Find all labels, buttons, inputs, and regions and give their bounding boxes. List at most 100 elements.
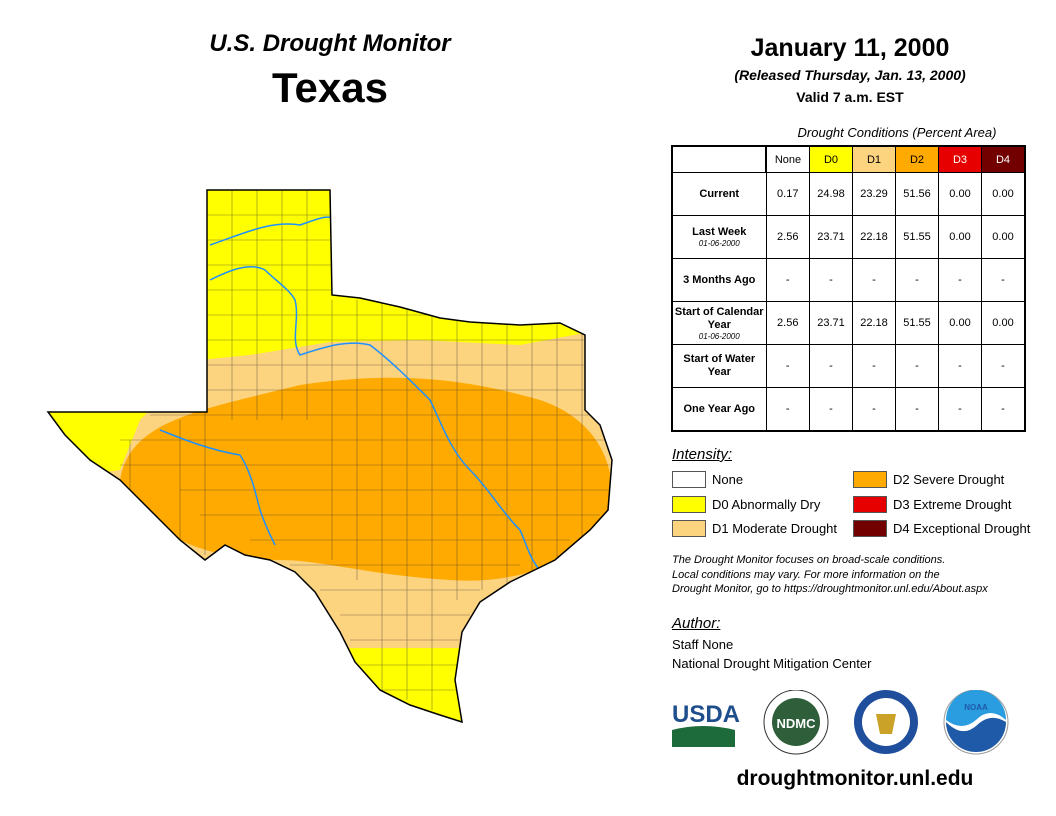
table-cell: - <box>852 258 896 302</box>
legend-item: D0 Abnormally Dry <box>672 495 821 513</box>
row-label: Current <box>671 172 767 216</box>
table-row: 3 Months Ago - - - - - - <box>671 258 1026 302</box>
note-line: Drought Monitor, go to https://droughtmo… <box>672 583 988 595</box>
legend-item: D1 Moderate Drought <box>672 520 837 537</box>
legend-label: D1 Moderate Drought <box>712 521 838 536</box>
usda-logo: USDA <box>672 701 740 747</box>
table-cell: 2.56 <box>765 215 810 259</box>
table-cell: 23.71 <box>809 301 853 345</box>
table-cell: 0.00 <box>981 215 1026 259</box>
legend-label: D4 Exceptional Drought <box>893 521 1031 536</box>
drought-conditions-table: None D0 D1 D2 D3 D4 Current 0.17 24.98 23.2… <box>671 145 1026 432</box>
author-title: Author: <box>672 615 721 632</box>
legend-swatch <box>853 495 887 513</box>
svg-text:NDMC: NDMC <box>777 716 817 731</box>
row-label-text: 3 Months Ago <box>683 273 756 286</box>
legend-title: Intensity: <box>672 446 733 463</box>
county-lines <box>120 190 610 710</box>
table-row: Last Week 01-06-2000 2.56 23.71 22.18 51.55 0.… <box>671 215 1026 259</box>
table-cell: 2.56 <box>765 301 810 345</box>
note-line: Local conditions may vary. For more info… <box>672 568 940 581</box>
release-date: (Released Thursday, Jan. 13, 2000) <box>734 67 966 83</box>
table-row: Start of Calendar Year 01-06-2000 2.56 23.7… <box>671 301 1026 345</box>
table-row: Start of Water Year - - - - - - <box>671 344 1026 388</box>
table-cell: - <box>809 387 853 432</box>
table-row: One Year Ago - - - - - - <box>671 387 1026 432</box>
legend-item: D4 Exceptional Drought <box>853 520 1030 537</box>
legend-swatch <box>672 495 706 513</box>
table-cell: - <box>981 387 1026 432</box>
table-cell: 0.00 <box>938 215 982 259</box>
row-date: 01-06-2000 <box>698 331 740 341</box>
table-cell: - <box>765 387 810 432</box>
table-cell: - <box>981 258 1026 302</box>
legend-item: D3 Extreme Drought <box>853 495 1012 513</box>
row-label-text: Start of Calendar Year <box>674 305 764 331</box>
row-label: 3 Months Ago <box>671 258 767 302</box>
col-d0: D0 <box>809 145 853 173</box>
noaa-logo: NOAA <box>943 690 1009 755</box>
col-none: None <box>765 145 810 173</box>
table-cell: - <box>938 387 982 432</box>
table-cell: - <box>852 387 896 432</box>
table-cell: 23.29 <box>852 172 896 216</box>
legend-item: None <box>672 471 743 488</box>
table-cell: - <box>938 258 982 302</box>
table-caption: Drought Conditions (Percent Area) <box>797 125 997 140</box>
table-cell: - <box>981 344 1026 388</box>
row-label-text: Current <box>699 187 740 200</box>
legend-label: D3 Extreme Drought <box>893 496 1012 512</box>
rivers <box>159 216 541 571</box>
table-cell: - <box>809 344 853 388</box>
product-title: U.S. Drought Monitor <box>209 30 451 57</box>
table-cell: 0.00 <box>938 172 982 216</box>
table-cell: 24.98 <box>809 172 853 216</box>
row-label-text: Start of Water Year <box>683 353 756 378</box>
row-label-text: Last Week <box>692 226 747 238</box>
table-cell: - <box>765 258 810 302</box>
legend-swatch <box>853 471 887 488</box>
table-cell: - <box>895 344 939 388</box>
table-cell: 0.17 <box>765 172 810 216</box>
row-label-text: One Year Ago <box>683 402 756 415</box>
d0-area-north <box>200 190 600 360</box>
map-date: January 11, 2000 <box>750 34 950 62</box>
legend-label: D2 Severe Drought <box>893 472 1005 487</box>
d0-area-south <box>330 648 470 722</box>
table-cell: 0.00 <box>981 301 1026 345</box>
row-label: Start of Calendar Year 01-06-2000 <box>671 301 767 345</box>
row-label: Start of Water Year <box>671 344 767 388</box>
row-label: One Year Ago <box>671 387 767 432</box>
author-name: Staff None <box>672 637 734 652</box>
table-cell: 0.00 <box>981 172 1026 216</box>
disclaimer-note: The Drought Monitor focuses on broad-sca… <box>672 553 1052 597</box>
legend-label: D0 Abnormally Dry <box>712 496 821 512</box>
website-url[interactable]: droughtmonitor.unl.edu <box>736 767 974 790</box>
row-date: 01-06-2000 <box>698 239 740 248</box>
col-d1: D1 <box>852 145 896 173</box>
table-cell: 0.00 <box>938 301 982 345</box>
ndmc-logo: NDMC <box>763 690 829 755</box>
col-d4: D4 <box>981 145 1026 173</box>
table-cell: - <box>765 344 810 388</box>
row-label: Last Week 01-06-2000 <box>671 215 767 259</box>
svg-text:USDA: USDA <box>672 701 740 728</box>
col-d2: D2 <box>895 145 939 173</box>
valid-time: Valid 7 a.m. EST <box>796 89 904 105</box>
table-cell: - <box>895 258 939 302</box>
table-cell: - <box>809 258 853 302</box>
table-cell: 51.56 <box>895 172 939 216</box>
legend-item: D2 Severe Drought <box>853 471 1004 488</box>
texas-drought-map <box>47 189 613 723</box>
table-cell: - <box>938 344 982 388</box>
table-cell: 51.55 <box>895 301 939 345</box>
table-cell: 51.55 <box>895 215 939 259</box>
table-cell: 22.18 <box>852 301 896 345</box>
legend-label: None <box>712 472 744 487</box>
commerce-seal <box>854 690 918 754</box>
svg-text:NOAA: NOAA <box>964 703 988 712</box>
table-cell: - <box>852 344 896 388</box>
col-d3: D3 <box>938 145 982 173</box>
author-org: National Drought Mitigation Center <box>672 656 872 671</box>
